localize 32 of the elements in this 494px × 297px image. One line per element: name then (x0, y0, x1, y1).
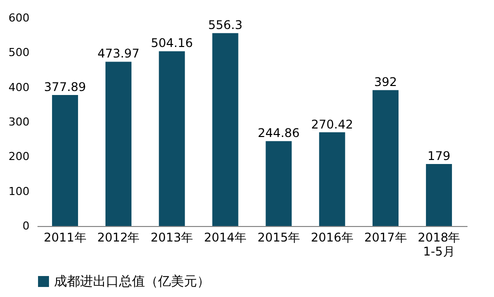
x-tick-label: 2012年 (97, 230, 140, 244)
y-tick-label: 600 (8, 12, 30, 24)
bar (158, 51, 185, 226)
data-label: 504.16 (150, 36, 193, 50)
bar (426, 164, 452, 226)
data-label: 377.89 (44, 80, 86, 94)
y-tick-label: 0 (22, 220, 30, 232)
bar (52, 95, 78, 226)
x-tick-label: 2014年 (204, 230, 247, 244)
bar (266, 141, 292, 226)
y-tick-label: 300 (8, 116, 30, 128)
data-label: 270.42 (311, 117, 354, 132)
data-label: 473.97 (97, 46, 140, 61)
y-tick-label: 100 (8, 184, 30, 198)
x-tick-label: 2013年 (150, 230, 194, 244)
data-label: 244.86 (258, 126, 300, 140)
bar (105, 62, 132, 226)
legend-label: 成都进出口总值（亿美元） (54, 274, 210, 290)
y-tick-label: 400 (8, 80, 30, 94)
x-tick-label: 2018年 1-5月 (418, 230, 460, 258)
x-tick-label: 2011年 (44, 230, 86, 244)
bar (319, 132, 346, 226)
data-label: 556.3 (208, 18, 242, 32)
bar (372, 90, 399, 226)
x-tick-label: 2017年 (364, 230, 407, 244)
data-label: 179 (428, 148, 450, 163)
y-tick-label: 500 (8, 46, 30, 60)
y-tick-label: 200 (8, 150, 30, 164)
x-tick-label: 2015年 (257, 230, 300, 244)
data-label: 392 (374, 75, 397, 90)
x-tick-label: 2016年 (310, 230, 354, 244)
bar (212, 33, 238, 226)
